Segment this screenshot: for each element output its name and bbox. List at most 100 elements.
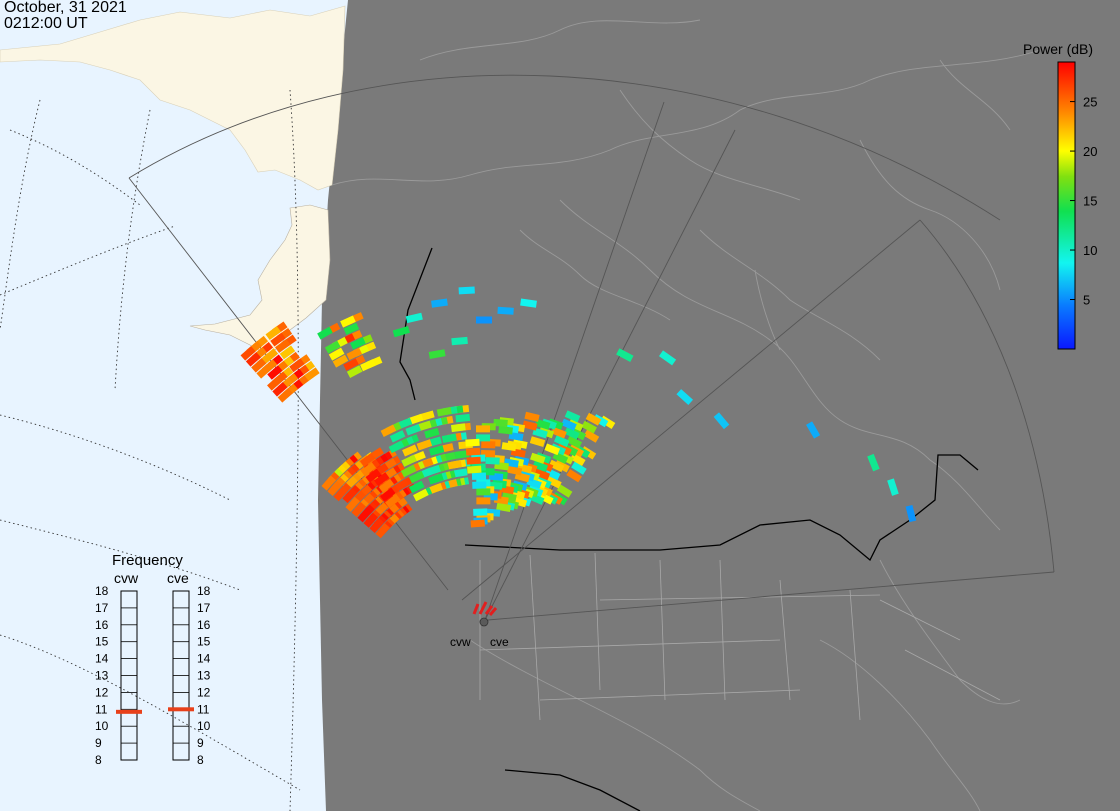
frequency-marker-cvw xyxy=(116,709,142,714)
backscatter-cell xyxy=(532,460,549,473)
backscatter-cell xyxy=(400,464,417,478)
backscatter-cell xyxy=(454,450,470,459)
backscatter-cell xyxy=(548,459,565,473)
backscatter-cell xyxy=(546,475,562,489)
colorbar-title: Power (dB) xyxy=(1023,41,1093,57)
backscatter-cell xyxy=(563,427,580,440)
backscatter-cell xyxy=(867,453,880,472)
backscatter-cell xyxy=(332,354,349,368)
backscatter-cell xyxy=(343,322,360,335)
backscatter-cell xyxy=(806,421,821,439)
backscatter-cell xyxy=(455,413,471,423)
backscatter-cell xyxy=(402,444,418,457)
colorbar-tick-label: 5 xyxy=(1083,293,1090,308)
backscatter-cell xyxy=(360,462,377,477)
backscatter-cell xyxy=(408,480,425,494)
backscatter-cell xyxy=(401,454,417,467)
colorbar-tick-label: 15 xyxy=(1083,194,1097,209)
backscatter-cell xyxy=(408,470,425,484)
backscatter-cell xyxy=(481,441,496,449)
night-coastlines xyxy=(331,19,1041,811)
backscatter-cell xyxy=(581,420,597,434)
backscatter-cell xyxy=(501,442,517,452)
backscatter-cell xyxy=(245,352,261,367)
backscatter-cell xyxy=(351,501,366,518)
backscatter-cell xyxy=(392,326,410,338)
backscatter-cell xyxy=(530,452,546,464)
radar-site-marker xyxy=(479,617,489,627)
backscatter-cell xyxy=(470,519,485,528)
radar-label-cvw: cvw xyxy=(450,635,471,649)
backscatter-cell xyxy=(342,488,358,504)
backscatter-cell xyxy=(328,347,345,361)
header-date: October, 31 2021 xyxy=(4,0,127,16)
frequency-scale-label-right: 9 xyxy=(197,736,204,750)
frequency-scale-label-right: 13 xyxy=(197,669,211,683)
backscatter-cell xyxy=(369,517,384,533)
backscatter-cell xyxy=(475,425,491,433)
backscatter-cell xyxy=(508,431,524,442)
backscatter-cell xyxy=(507,465,523,476)
backscatter-cell xyxy=(359,452,376,467)
colorbar-tick-label: 10 xyxy=(1083,243,1097,258)
backscatter-cell xyxy=(345,496,360,512)
state-lines xyxy=(479,552,1001,721)
backscatter-cell xyxy=(393,478,410,492)
alaska-peninsula xyxy=(189,204,331,356)
backscatter-cell xyxy=(713,412,730,430)
backscatter-cell xyxy=(251,358,267,373)
frequency-scale-label-right: 8 xyxy=(197,753,204,767)
backscatter-cell xyxy=(424,427,440,439)
backscatter-cell xyxy=(658,350,677,366)
backscatter-cell xyxy=(496,502,512,512)
backscatter-cell xyxy=(472,481,487,489)
backscatter-cell xyxy=(441,433,457,444)
backscatter-cell xyxy=(566,469,582,483)
frequency-scale-label-left: 9 xyxy=(95,736,102,750)
backscatter-cell xyxy=(473,508,488,516)
frequency-label-cve: cve xyxy=(167,570,189,586)
backscatter-cell xyxy=(465,438,480,447)
backscatter-cell xyxy=(277,388,293,403)
backscatter-cell xyxy=(428,349,446,359)
frequency-scale-label-right: 14 xyxy=(197,652,211,666)
frequency-scale-label-left: 18 xyxy=(95,584,109,598)
backscatter-cell xyxy=(465,447,481,456)
backscatter-cell xyxy=(532,427,548,439)
backscatter-cell xyxy=(476,497,491,505)
backscatter-cell xyxy=(272,382,288,397)
night-region xyxy=(318,0,1120,811)
backscatter-cell xyxy=(534,419,551,430)
backscatter-cell xyxy=(346,365,363,378)
backscatter-cell xyxy=(446,460,462,470)
frequency-scale-label-left: 12 xyxy=(95,685,109,699)
backscatter-cell xyxy=(405,424,422,436)
backscatter-cell xyxy=(569,452,586,467)
backscatter-cell xyxy=(553,435,570,448)
backscatter-cell xyxy=(458,286,475,295)
backscatter-cell xyxy=(267,376,283,391)
backscatter-cell xyxy=(240,346,256,361)
backscatter-cell xyxy=(485,456,500,465)
backscatter-cell xyxy=(407,413,424,425)
backscatter-cell xyxy=(616,348,634,362)
backscatter-cell xyxy=(340,315,356,328)
backscatter-cell xyxy=(365,468,381,483)
frequency-scale-label-right: 12 xyxy=(197,685,211,699)
backscatter-cell xyxy=(405,312,423,324)
backscatter-cell xyxy=(363,512,378,528)
backscatter-cell xyxy=(327,480,342,496)
backscatter-cell xyxy=(267,365,283,380)
frequency-scale-label-right: 10 xyxy=(197,719,211,733)
backscatter-cell xyxy=(289,358,305,373)
backscatter-cell xyxy=(428,473,444,485)
backscatter-cell xyxy=(419,410,435,422)
backscatter-cell xyxy=(544,443,561,456)
backscatter-cell xyxy=(357,507,372,523)
backscatter-cell xyxy=(476,316,492,324)
frequency-marker-cve xyxy=(168,707,194,712)
backscatter-cell xyxy=(534,468,551,481)
power-colorbar xyxy=(1057,61,1076,350)
backscatter-cell xyxy=(380,424,397,438)
backscatter-cell xyxy=(471,472,487,480)
